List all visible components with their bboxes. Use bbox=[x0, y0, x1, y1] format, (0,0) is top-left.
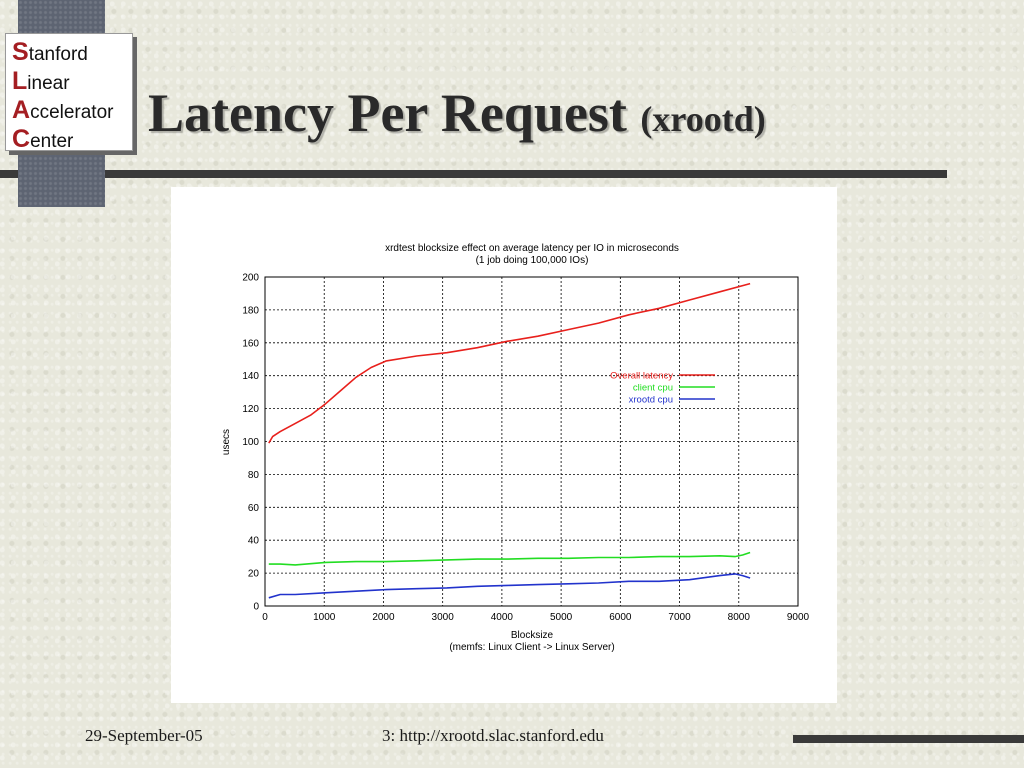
slide-title: Latency Per Request (xrootd) bbox=[148, 82, 766, 162]
legend-label-0: Overall latency bbox=[610, 371, 673, 382]
slac-logo: Stanford Linear Accelerator Center bbox=[5, 33, 133, 152]
x-axis-sublabel: (memfs: Linux Client -> Linux Server) bbox=[449, 642, 614, 653]
x-tick-label: 3000 bbox=[432, 612, 455, 623]
x-tick-label: 8000 bbox=[728, 612, 751, 623]
slide-title-sub: (xrootd) bbox=[640, 99, 766, 139]
y-tick-label: 100 bbox=[242, 437, 259, 448]
x-tick-label: 4000 bbox=[491, 612, 514, 623]
legend-label-1: client cpu bbox=[633, 383, 673, 394]
y-tick-label: 180 bbox=[242, 305, 259, 316]
title-rule-left bbox=[0, 170, 18, 178]
y-tick-label: 60 bbox=[248, 503, 260, 514]
y-tick-label: 200 bbox=[242, 273, 259, 284]
logo-line-linear: Linear bbox=[12, 67, 70, 95]
plot-frame bbox=[264, 276, 799, 607]
latency-chart: xrdtest blocksize effect on average late… bbox=[221, 243, 810, 653]
axis-ticks: 0 1000 2000 3000 4000 5000 6000 7000 8000 9000 0 20… bbox=[242, 273, 809, 624]
chart-panel: xrdtest blocksize effect on average late… bbox=[171, 187, 837, 703]
x-tick-label: 6000 bbox=[609, 612, 632, 623]
x-tick-label: 0 bbox=[262, 612, 268, 623]
logo-line-center: Center bbox=[12, 125, 74, 153]
y-tick-label: 120 bbox=[242, 404, 259, 415]
series-line-2 bbox=[268, 573, 751, 599]
y-tick-label: 20 bbox=[248, 569, 260, 580]
y-tick-label: 140 bbox=[242, 371, 259, 382]
decorative-block-top bbox=[18, 0, 105, 34]
decorative-block-bottom bbox=[18, 151, 105, 207]
x-axis-label: Blocksize bbox=[511, 630, 554, 641]
x-tick-label: 5000 bbox=[550, 612, 573, 623]
x-tick-label: 9000 bbox=[787, 612, 810, 623]
legend-label-2: xrootd cpu bbox=[629, 395, 673, 406]
footer-date: 29-September-05 bbox=[85, 726, 203, 745]
series-line-0 bbox=[268, 282, 751, 444]
x-tick-label: 2000 bbox=[372, 612, 395, 623]
logo-line-stanford: Stanford bbox=[12, 38, 88, 66]
series bbox=[268, 282, 751, 599]
y-tick-label: 0 bbox=[253, 602, 259, 613]
y-tick-label: 80 bbox=[248, 470, 260, 481]
y-tick-label: 40 bbox=[248, 536, 260, 547]
x-tick-label: 7000 bbox=[668, 612, 691, 623]
x-tick-label: 1000 bbox=[313, 612, 336, 623]
footer-rule bbox=[793, 735, 1024, 743]
grid bbox=[265, 277, 798, 606]
y-tick-label: 160 bbox=[242, 338, 259, 349]
y-axis-label: usecs bbox=[221, 429, 232, 455]
title-rule-right bbox=[105, 170, 947, 178]
logo-line-accelerator: Accelerator bbox=[12, 96, 114, 124]
footer-page-url: 3: http://xrootd.slac.stanford.edu bbox=[382, 726, 604, 745]
series-line-1 bbox=[268, 551, 751, 566]
slide-title-main: Latency Per Request bbox=[148, 83, 627, 143]
chart-title: xrdtest blocksize effect on average late… bbox=[385, 243, 679, 254]
chart-subtitle: (1 job doing 100,000 IOs) bbox=[476, 255, 589, 266]
